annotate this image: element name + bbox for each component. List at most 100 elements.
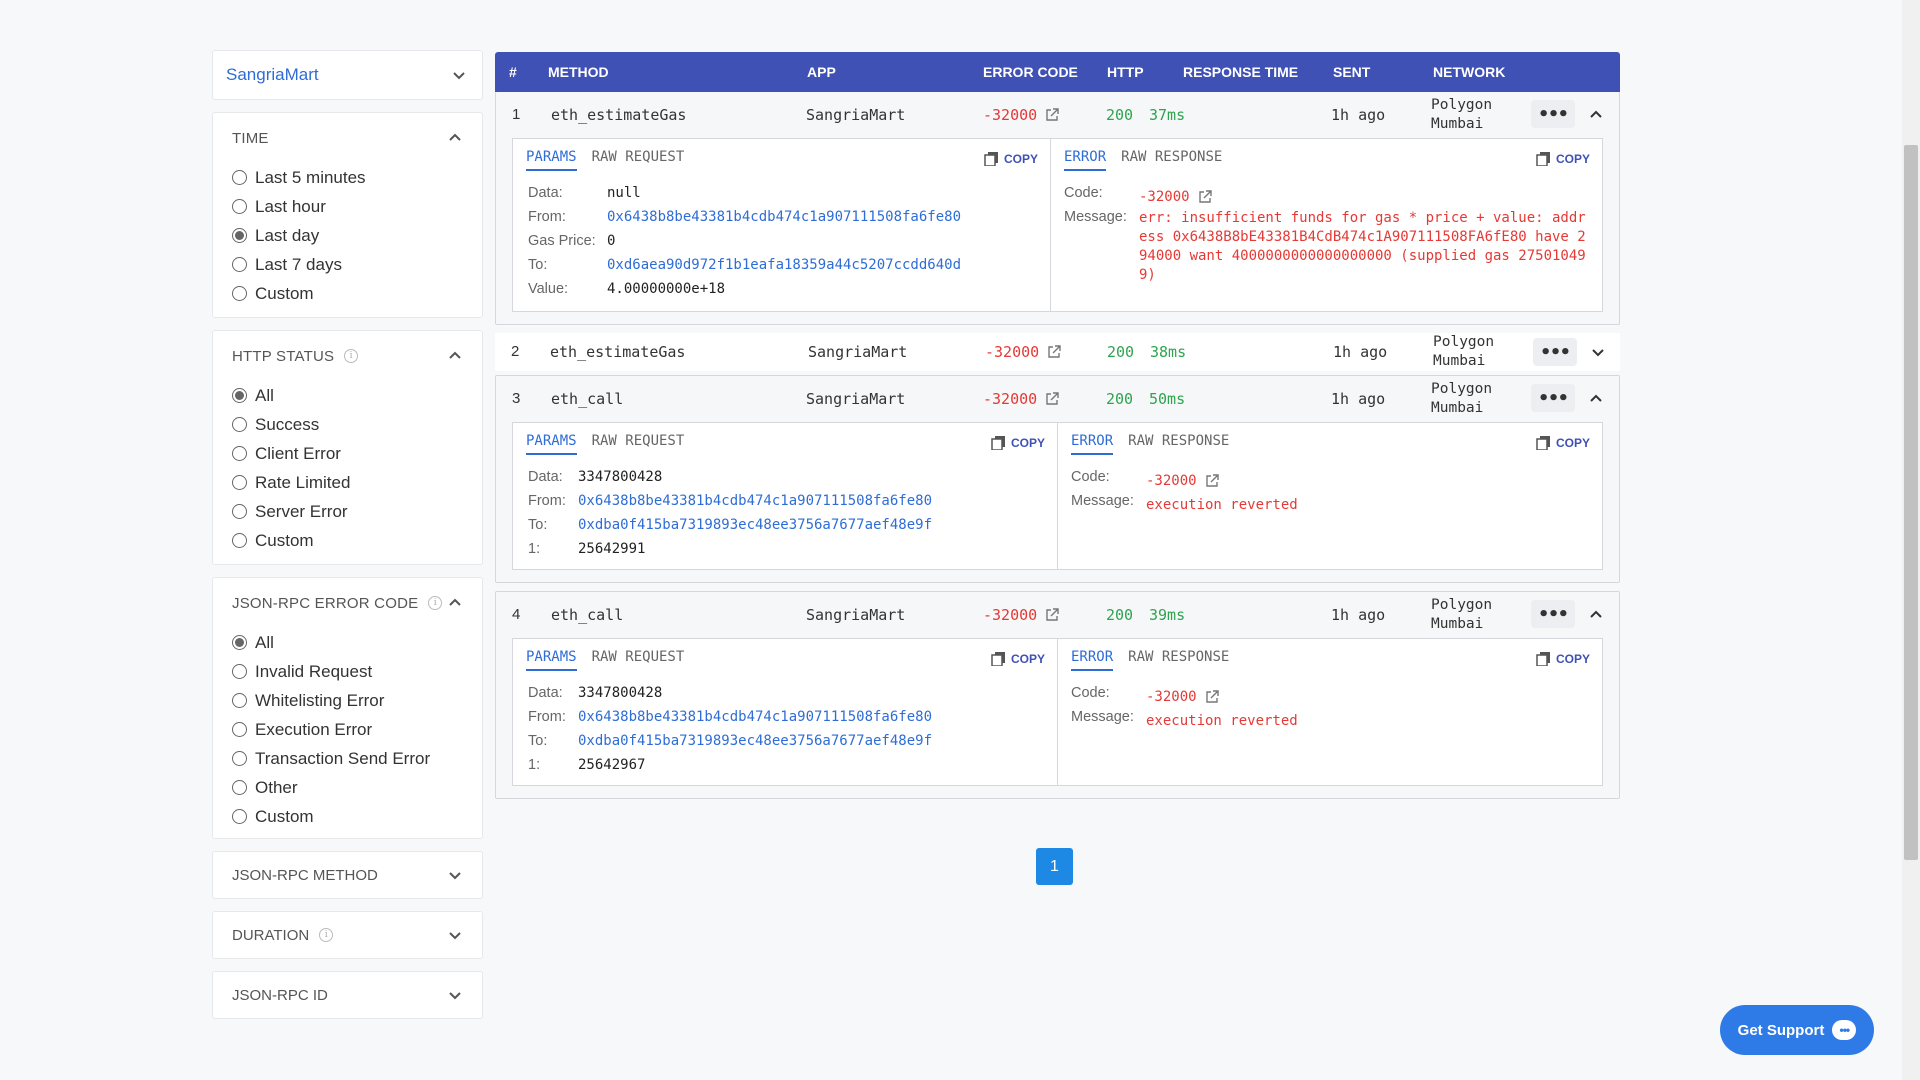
http-option-rate-limited[interactable]: Rate Limited (232, 468, 482, 497)
option-label: Transaction Send Error (255, 748, 431, 768)
row-summary[interactable]: 1 eth_estimateGas SangriaMart -32000 200… (496, 92, 1619, 138)
time-option-last-day[interactable]: Last day (232, 221, 482, 250)
error-code-value[interactable]: -32000 (1139, 185, 1212, 209)
error-message: execution reverted (1146, 496, 1298, 513)
row-sent: 1h ago (1333, 343, 1388, 361)
error-code-title: JSON-RPC ERROR CODE (232, 594, 419, 612)
param-address-link[interactable]: 0x6438b8be43381b4cdb474c1a907111508fa6fe… (578, 493, 933, 509)
duration-filter[interactable]: DURATION i (212, 911, 483, 959)
error-option-invalid-request[interactable]: Invalid Request (232, 657, 482, 686)
radio-icon (232, 199, 247, 214)
page-scrollbar[interactable] (1902, 0, 1920, 1080)
option-label: Last day (255, 225, 320, 245)
error-option-execution-error[interactable]: Execution Error (232, 715, 482, 744)
copy-label: COPY (1555, 151, 1590, 166)
http-option-client-error[interactable]: Client Error (232, 439, 482, 468)
radio-icon (232, 809, 247, 824)
pagination-page-button[interactable]: 1 (1036, 848, 1073, 885)
radio-icon (232, 693, 247, 708)
row-summary[interactable]: 2 eth_estimateGas SangriaMart -32000 200… (495, 333, 1620, 371)
table-row: 1 eth_estimateGas SangriaMart -32000 200… (495, 92, 1620, 325)
error-option-all[interactable]: All (232, 628, 482, 657)
option-label: Custom (255, 530, 314, 550)
tab-params[interactable]: PARAMS (526, 433, 577, 455)
info-icon[interactable]: i (319, 928, 334, 942)
param-address-link[interactable]: 0xd6aea90d972f1b1eafa18359a44c5207ccdd64… (607, 257, 962, 273)
row-error-code[interactable]: -32000 (985, 343, 1061, 361)
error-option-custom[interactable]: Custom (232, 802, 482, 831)
chevron-down-icon[interactable] (1589, 343, 1607, 361)
network-line-1: Polygon (1433, 334, 1495, 350)
http-option-success[interactable]: Success (232, 410, 482, 439)
http-option-all[interactable]: All (232, 381, 482, 410)
time-option-last-5-minutes[interactable]: Last 5 minutes (232, 163, 482, 192)
copy-button[interactable]: COPY (1536, 151, 1590, 166)
error-option-transaction-send-error[interactable]: Transaction Send Error (232, 744, 482, 773)
response-pane: ERROR RAW RESPONSE COPY Code: -32000 Messa… (1051, 139, 1602, 311)
tab-error[interactable]: ERROR (1064, 149, 1107, 171)
error-code-value[interactable]: -32000 (1146, 685, 1219, 709)
tab-error[interactable]: ERROR (1071, 433, 1114, 455)
copy-button[interactable]: COPY (1536, 435, 1590, 450)
http-option-server-error[interactable]: Server Error (232, 497, 482, 526)
option-label: Execution Error (255, 719, 373, 739)
network-line-2: Mumbai (1431, 616, 1484, 632)
tab-raw-request[interactable]: RAW REQUEST (591, 149, 685, 165)
row-error-code[interactable]: -32000 (983, 390, 1059, 408)
tab-raw-request[interactable]: RAW REQUEST (591, 649, 685, 665)
more-options-button[interactable]: ••• (1533, 338, 1577, 366)
tab-params[interactable]: PARAMS (526, 649, 577, 671)
error-option-whitelisting-error[interactable]: Whitelisting Error (232, 686, 482, 715)
row-summary[interactable]: 4 eth_call SangriaMart -32000 200 39ms 1… (496, 592, 1619, 638)
time-filter-header[interactable]: TIME (213, 113, 482, 155)
json-rpc-id-filter[interactable]: JSON-RPC ID (212, 971, 483, 1019)
tab-raw-request[interactable]: RAW REQUEST (591, 433, 685, 449)
row-error-code[interactable]: -32000 (983, 606, 1059, 624)
json-rpc-method-filter[interactable]: JSON-RPC METHOD (212, 851, 483, 899)
request-pane: PARAMS RAW REQUEST COPY Data: 3347800428 F… (513, 639, 1058, 785)
error-option-other[interactable]: Other (232, 773, 482, 802)
param-address-link[interactable]: 0x6438b8be43381b4cdb474c1a907111508fa6fe… (607, 209, 962, 225)
chevron-down-icon (446, 986, 464, 1004)
copy-button[interactable]: COPY (984, 151, 1038, 166)
tab-raw-response[interactable]: RAW RESPONSE (1128, 433, 1230, 449)
copy-button[interactable]: COPY (991, 651, 1045, 666)
row-app: SangriaMart (806, 106, 906, 124)
time-filter-title: TIME (232, 129, 269, 147)
info-icon[interactable]: i (344, 349, 359, 363)
copy-button[interactable]: COPY (991, 435, 1045, 450)
time-option-last-7-days[interactable]: Last 7 days (232, 250, 482, 279)
more-options-button[interactable]: ••• (1531, 100, 1575, 128)
row-summary[interactable]: 3 eth_call SangriaMart -32000 200 50ms 1… (496, 376, 1619, 422)
row-http: 200 (1106, 606, 1134, 624)
app-select[interactable]: SangriaMart (212, 50, 483, 100)
scrollbar-thumb[interactable] (1904, 145, 1918, 860)
time-option-custom[interactable]: Custom (232, 279, 482, 308)
tab-raw-response[interactable]: RAW RESPONSE (1121, 149, 1223, 165)
error-code-text: -32000 (985, 343, 1040, 361)
param-value: 3347800428 (578, 469, 663, 485)
response-pane: ERROR RAW RESPONSE COPY Code: -32000 Messa… (1058, 423, 1602, 569)
chevron-up-icon[interactable] (1587, 106, 1605, 124)
param-address-link[interactable]: 0x6438b8be43381b4cdb474c1a907111508fa6fe… (578, 709, 933, 725)
tab-error[interactable]: ERROR (1071, 649, 1114, 671)
param-address-link[interactable]: 0xdba0f415ba7319893ec48ee3756a7677aef48e… (578, 517, 933, 533)
http-status-header[interactable]: HTTP STATUS i (213, 331, 482, 373)
info-icon[interactable]: i (428, 596, 443, 610)
more-options-button[interactable]: ••• (1531, 600, 1575, 628)
copy-button[interactable]: COPY (1536, 651, 1590, 666)
get-support-button[interactable]: Get Support ••• (1720, 1005, 1874, 1055)
param-address-link[interactable]: 0xdba0f415ba7319893ec48ee3756a7677aef48e… (578, 733, 933, 749)
time-option-last-hour[interactable]: Last hour (232, 192, 482, 221)
error-code-header[interactable]: JSON-RPC ERROR CODE i (213, 578, 482, 620)
row-method: eth_call (551, 606, 624, 624)
chevron-up-icon[interactable] (1587, 606, 1605, 624)
chevron-up-icon[interactable] (1587, 390, 1605, 408)
error-code-value[interactable]: -32000 (1146, 469, 1219, 493)
tab-params[interactable]: PARAMS (526, 149, 577, 171)
row-error-code[interactable]: -32000 (983, 106, 1059, 124)
http-option-custom[interactable]: Custom (232, 526, 482, 555)
tab-raw-response[interactable]: RAW RESPONSE (1128, 649, 1230, 665)
radio-icon (232, 170, 247, 185)
more-options-button[interactable]: ••• (1531, 384, 1575, 412)
